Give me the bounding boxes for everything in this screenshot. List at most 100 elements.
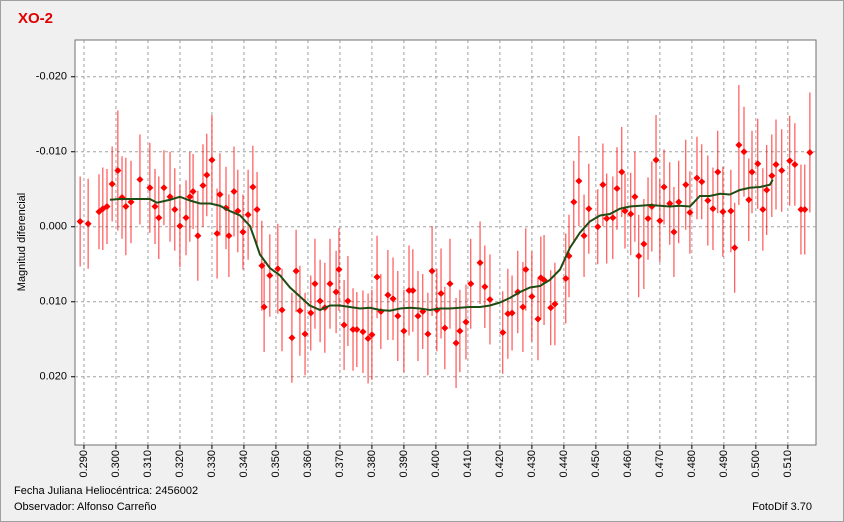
data-point <box>609 214 617 222</box>
data-point <box>740 148 748 156</box>
software-note: FotoDif 3.70 <box>752 501 812 513</box>
data-point <box>806 149 814 156</box>
x-tick-label: 0.460 <box>622 450 634 478</box>
data-point <box>428 267 436 275</box>
data-point <box>652 156 660 164</box>
data-point <box>194 232 202 240</box>
data-point <box>745 196 753 204</box>
y-tick-label: -0.020 <box>36 71 67 83</box>
x-tick-label: 0.490 <box>718 450 730 478</box>
data-point <box>340 321 348 329</box>
data-point <box>704 197 712 204</box>
observer-note: Observador: Alfonso Carreño <box>14 501 156 513</box>
data-point <box>373 273 381 281</box>
data-point <box>253 206 261 213</box>
data-point <box>84 220 92 228</box>
x-tick-label: 0.370 <box>334 450 346 478</box>
x-tick-label: 0.420 <box>494 450 506 478</box>
data-point <box>136 176 144 183</box>
data-point <box>409 287 417 294</box>
data-point <box>176 222 184 230</box>
data-point <box>368 331 376 339</box>
data-point <box>437 290 445 297</box>
data-point <box>155 214 163 222</box>
data-point <box>476 259 484 267</box>
data-point <box>686 209 694 216</box>
data-point <box>307 309 315 317</box>
data-point <box>182 214 190 222</box>
data-point <box>260 303 268 311</box>
data-point <box>714 168 722 176</box>
data-point <box>292 267 300 275</box>
data-point <box>585 205 593 213</box>
data-point <box>108 180 116 188</box>
x-tick-label: 0.470 <box>654 450 666 478</box>
x-tick-label: 0.440 <box>558 450 570 478</box>
x-tick-label: 0.410 <box>462 450 474 478</box>
data-point <box>199 182 207 189</box>
x-tick-label: 0.290 <box>78 450 90 478</box>
data-point <box>244 211 252 219</box>
data-point <box>189 188 197 195</box>
data-point <box>146 184 154 192</box>
data-point <box>693 174 701 182</box>
x-tick-label: 0.310 <box>142 450 154 478</box>
data-point <box>640 240 648 248</box>
data-point <box>791 161 799 168</box>
data-point <box>599 181 607 189</box>
data-point <box>384 291 392 299</box>
data-point <box>186 193 194 201</box>
x-tick-label: 0.300 <box>110 450 122 478</box>
data-point <box>580 232 588 240</box>
data-point <box>349 326 357 333</box>
data-point <box>621 207 629 215</box>
data-point <box>660 183 668 191</box>
data-point <box>441 324 449 332</box>
data-point <box>316 297 324 305</box>
data-point <box>786 157 794 165</box>
x-tick-label: 0.390 <box>398 450 410 478</box>
data-point <box>225 232 233 240</box>
data-point <box>171 206 179 213</box>
data-point <box>456 327 464 335</box>
data-point <box>296 307 304 315</box>
data-point <box>768 172 776 180</box>
data-point <box>76 218 84 225</box>
data-point <box>627 210 635 218</box>
x-tick-label: 0.350 <box>270 450 282 478</box>
plot-area <box>74 39 817 446</box>
x-tick-label: 0.320 <box>174 450 186 478</box>
data-point <box>151 203 159 210</box>
data-point <box>249 183 257 191</box>
data-point <box>547 304 555 312</box>
data-point <box>731 244 739 252</box>
trend-line <box>109 179 774 312</box>
x-tick-label: 0.380 <box>366 450 378 478</box>
data-point <box>208 156 216 164</box>
data-point <box>613 185 621 192</box>
data-point <box>364 335 372 342</box>
data-point <box>389 295 397 303</box>
data-point <box>618 168 626 176</box>
y-tick-label: -0.010 <box>36 146 67 158</box>
data-point <box>467 280 475 288</box>
data-point <box>258 262 266 270</box>
data-point <box>160 184 168 192</box>
data-point <box>522 266 530 273</box>
data-point <box>594 223 602 231</box>
data-point <box>274 265 282 273</box>
data-point <box>698 178 706 186</box>
data-point <box>127 198 135 206</box>
data-point <box>635 252 643 260</box>
data-point <box>631 193 639 201</box>
x-tick-label: 0.360 <box>302 450 314 478</box>
data-point <box>394 312 402 320</box>
x-tick-label: 0.510 <box>782 450 794 478</box>
data-point <box>727 207 735 215</box>
data-point <box>230 188 238 195</box>
data-point <box>719 208 727 216</box>
data-point <box>675 198 683 206</box>
data-point <box>103 203 111 210</box>
chart-title: XO-2 <box>18 10 53 27</box>
data-point <box>748 168 756 176</box>
